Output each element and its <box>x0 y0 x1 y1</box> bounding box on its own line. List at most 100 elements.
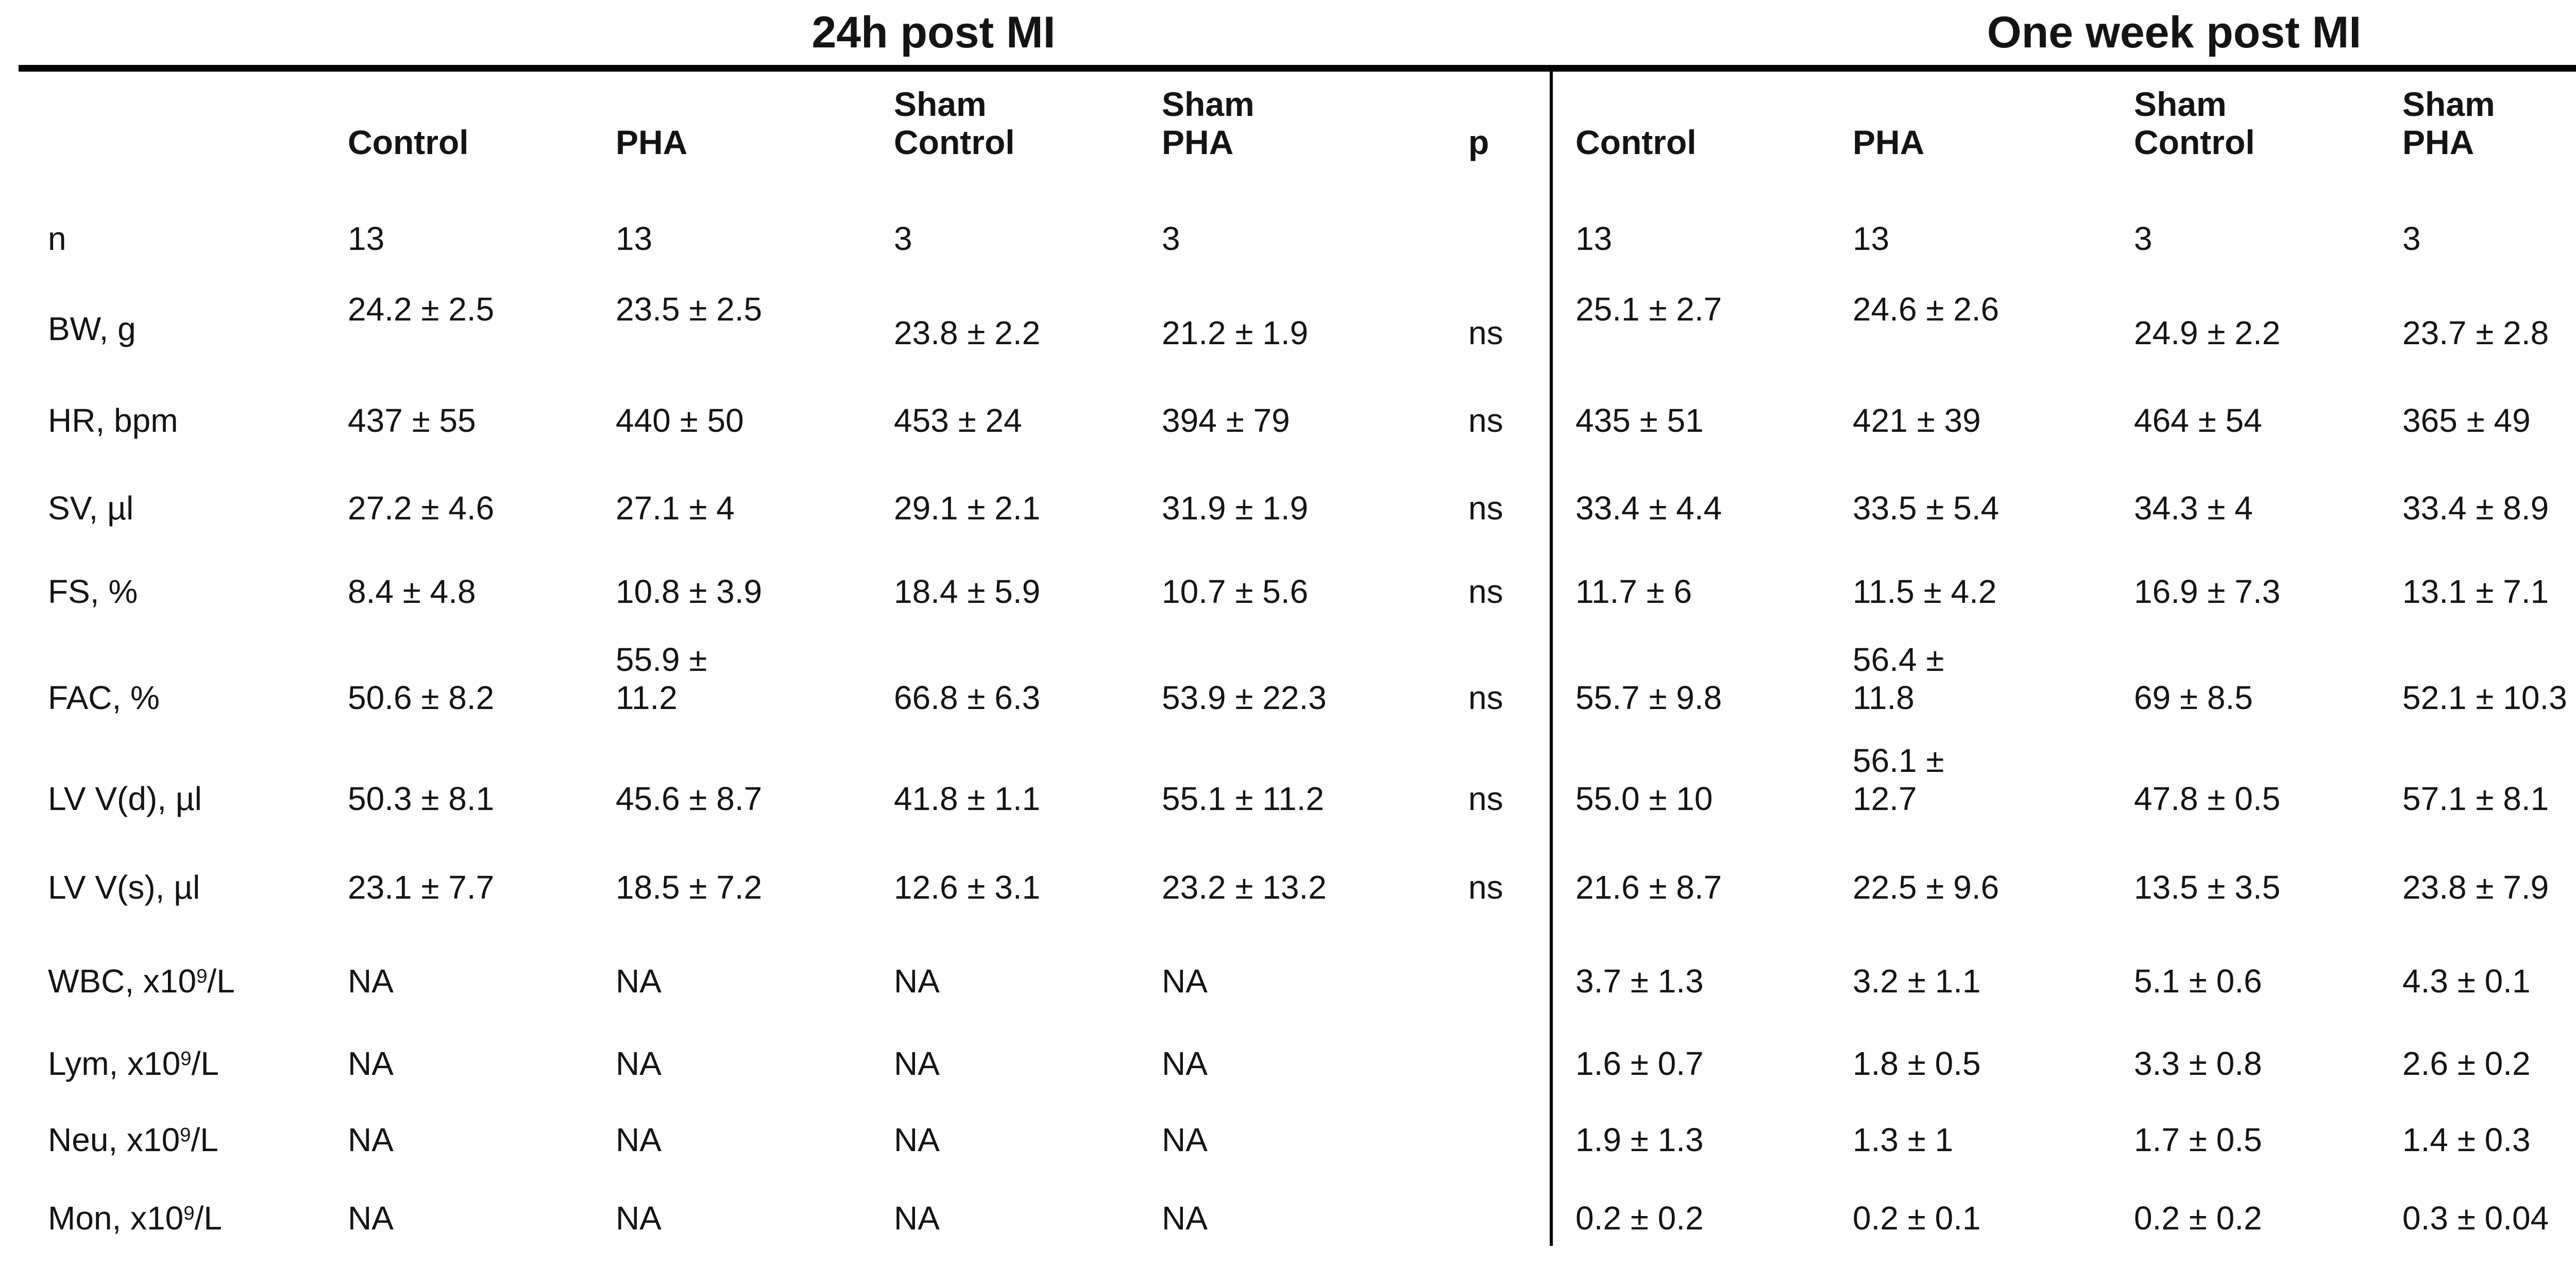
cell-sham-pha-24h: 10.7 ± 5.6 <box>1162 573 1309 610</box>
cell-control-1week: 0.2 ± 0.2 <box>1575 1200 1704 1237</box>
cell-pha-1week: 13 <box>1853 220 1890 257</box>
superscript: 9 <box>183 1202 195 1224</box>
cell-pha-1week: 56.4 ± 11.8 <box>1853 641 1944 716</box>
table-row: LV V(d), µl 50.3 ± 8.1 45.6 ± 8.7 41.8 ± 1.… <box>48 732 2576 833</box>
section-title-one-week-post-mi: One week post MI <box>1987 8 2362 57</box>
table-row: Mon, x109/L NA NA NA NA 0.2 ± 0.2 0.2 ± 0.1 0.2… <box>48 1174 2576 1253</box>
cell-pha-1week: 1.8 ± 0.5 <box>1853 1045 1981 1082</box>
cell-sham-control-1week: 3.3 ± 0.8 <box>2134 1045 2262 1082</box>
cell-control-24h: 437 ± 55 <box>348 402 476 439</box>
row-label: Neu, x109/L <box>48 1121 218 1158</box>
cell-pha-24h: NA <box>616 1045 662 1082</box>
cell-pha-24h: 10.8 ± 3.9 <box>616 573 762 610</box>
header-empty <box>48 73 348 188</box>
cell-sham-pha-1week: 2.6 ± 0.2 <box>2402 1045 2531 1082</box>
cell-sham-control-1week: 69 ± 8.5 <box>2134 679 2253 716</box>
cell-p-24h: ns <box>1468 314 1503 351</box>
cell-control-1week: 11.7 ± 6 <box>1575 573 1692 610</box>
header-rule <box>19 65 2576 72</box>
cell-control-24h: 24.2 ± 2.5 <box>348 291 495 328</box>
cell-sham-control-1week: 16.9 ± 7.3 <box>2134 573 2281 610</box>
cell-pha-1week: 3.2 ± 1.1 <box>1853 963 1981 1000</box>
cell-sham-control-1week: 47.8 ± 0.5 <box>2134 780 2281 817</box>
table-row: SV, µl 27.2 ± 4.6 27.1 ± 4 29.1 ± 2.1 31.9 ±… <box>48 455 2576 543</box>
cell-sham-pha-24h: NA <box>1162 1121 1208 1158</box>
cell-pha-1week: 421 ± 39 <box>1853 402 1981 439</box>
row-label: Mon, x109/L <box>48 1200 222 1237</box>
cell-pha-24h: NA <box>616 1200 662 1237</box>
header-pha-24h: PHA <box>616 123 688 161</box>
row-label: LV V(d), µl <box>48 780 202 817</box>
cell-p-24h: ns <box>1468 490 1503 527</box>
row-label: Lym, x109/L <box>48 1045 219 1082</box>
cell-sham-control-24h: NA <box>894 1045 940 1082</box>
cell-control-24h: NA <box>348 1045 394 1082</box>
cell-sham-pha-24h: NA <box>1162 963 1208 1000</box>
cell-control-1week: 435 ± 51 <box>1575 402 1704 439</box>
cell-control-1week: 1.6 ± 0.7 <box>1575 1045 1704 1082</box>
cell-p-24h: ns <box>1468 573 1503 610</box>
results-table: Control PHA Sham Control Sham PHA p Cont… <box>48 73 2576 1253</box>
header-sham-pha-1week: Sham PHA <box>2402 85 2495 161</box>
row-label: FAC, % <box>48 679 160 716</box>
cell-sham-pha-24h: NA <box>1162 1200 1208 1237</box>
cell-sham-pha-1week: 23.8 ± 7.9 <box>2402 869 2549 906</box>
cell-control-1week: 33.4 ± 4.4 <box>1575 490 1722 527</box>
cell-control-1week: 3.7 ± 1.3 <box>1575 963 1704 1000</box>
cell-sham-pha-1week: 52.1 ± 10.3 <box>2402 679 2567 716</box>
cell-control-24h: 23.1 ± 7.7 <box>348 869 495 906</box>
header-p-24h: p <box>1468 123 1489 161</box>
cell-sham-pha-1week: 23.7 ± 2.8 <box>2402 314 2549 351</box>
cell-pha-24h: 13 <box>616 220 653 257</box>
cell-control-1week: 1.9 ± 1.3 <box>1575 1121 1704 1158</box>
table-row: LV V(s), µl 23.1 ± 7.7 18.5 ± 7.2 12.6 ± 3.… <box>48 833 2576 922</box>
cell-control-1week: 55.7 ± 9.8 <box>1575 679 1722 716</box>
cell-pha-24h: 45.6 ± 8.7 <box>616 780 762 817</box>
cell-p-24h <box>1468 1098 1550 1174</box>
cell-pha-24h: 440 ± 50 <box>616 402 744 439</box>
cell-control-24h: 50.3 ± 8.1 <box>348 780 495 817</box>
header-control-24h: Control <box>348 123 469 161</box>
cell-control-24h: NA <box>348 963 394 1000</box>
cell-pha-24h: 27.1 ± 4 <box>616 490 735 527</box>
cell-sham-pha-1week: 57.1 ± 8.1 <box>2402 780 2549 817</box>
cell-control-1week: 21.6 ± 8.7 <box>1575 869 1722 906</box>
cell-pha-1week: 56.1 ± 12.7 <box>1853 742 1944 817</box>
cell-control-24h: 50.6 ± 8.2 <box>348 679 495 716</box>
cell-sham-control-1week: 3 <box>2134 220 2153 257</box>
superscript: 9 <box>196 965 208 987</box>
table-row: Neu, x109/L NA NA NA NA 1.9 ± 1.3 1.3 ± 1 1.7 ±… <box>48 1098 2576 1174</box>
cell-p-24h <box>1468 1016 1550 1098</box>
header-sham-pha-24h: Sham PHA <box>1162 85 1255 161</box>
cell-p-24h: ns <box>1468 780 1503 817</box>
cell-sham-pha-24h: 23.2 ± 13.2 <box>1162 869 1327 906</box>
cell-sham-pha-24h: 21.2 ± 1.9 <box>1162 314 1309 351</box>
cell-sham-pha-24h: 31.9 ± 1.9 <box>1162 490 1309 527</box>
cell-pha-1week: 24.6 ± 2.6 <box>1853 291 1999 328</box>
cell-p-24h: ns <box>1468 869 1503 906</box>
cell-sham-control-24h: NA <box>894 1200 940 1237</box>
cell-sham-control-1week: 0.2 ± 0.2 <box>2134 1200 2262 1237</box>
cell-sham-control-1week: 1.7 ± 0.5 <box>2134 1121 2262 1158</box>
row-label: LV V(s), µl <box>48 869 200 906</box>
row-label: WBC, x109/L <box>48 963 235 1000</box>
cell-control-24h: 13 <box>348 220 385 257</box>
cell-pha-24h: 23.5 ± 2.5 <box>616 291 762 328</box>
cell-sham-control-24h: 3 <box>894 220 912 257</box>
table-body: n 13 13 3 3 13 13 3 3 BW, g 24.2 ± 2.5 23.5 ± 2.5 23… <box>48 188 2576 1253</box>
cell-sham-control-24h: 41.8 ± 1.1 <box>894 780 1041 817</box>
cell-control-1week: 55.0 ± 10 <box>1575 780 1713 817</box>
cell-sham-pha-1week: 365 ± 49 <box>2402 402 2531 439</box>
cell-p-24h: ns <box>1468 679 1503 716</box>
cell-pha-24h: NA <box>616 1121 662 1158</box>
cell-sham-control-24h: 18.4 ± 5.9 <box>894 573 1041 610</box>
table-row: Lym, x109/L NA NA NA NA 1.6 ± 0.7 1.8 ± 0.5 3.3… <box>48 1016 2576 1098</box>
row-label: HR, bpm <box>48 402 178 439</box>
cell-pha-24h: 55.9 ± 11.2 <box>616 641 707 716</box>
row-label: BW, g <box>48 310 136 347</box>
cell-control-24h: NA <box>348 1200 394 1237</box>
cell-sham-pha-1week: 0.3 ± 0.04 <box>2402 1200 2549 1237</box>
cell-sham-pha-24h: 3 <box>1162 220 1180 257</box>
cell-control-24h: NA <box>348 1121 394 1158</box>
